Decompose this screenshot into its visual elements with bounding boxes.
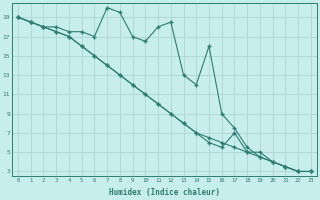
X-axis label: Humidex (Indice chaleur): Humidex (Indice chaleur) <box>109 188 220 197</box>
